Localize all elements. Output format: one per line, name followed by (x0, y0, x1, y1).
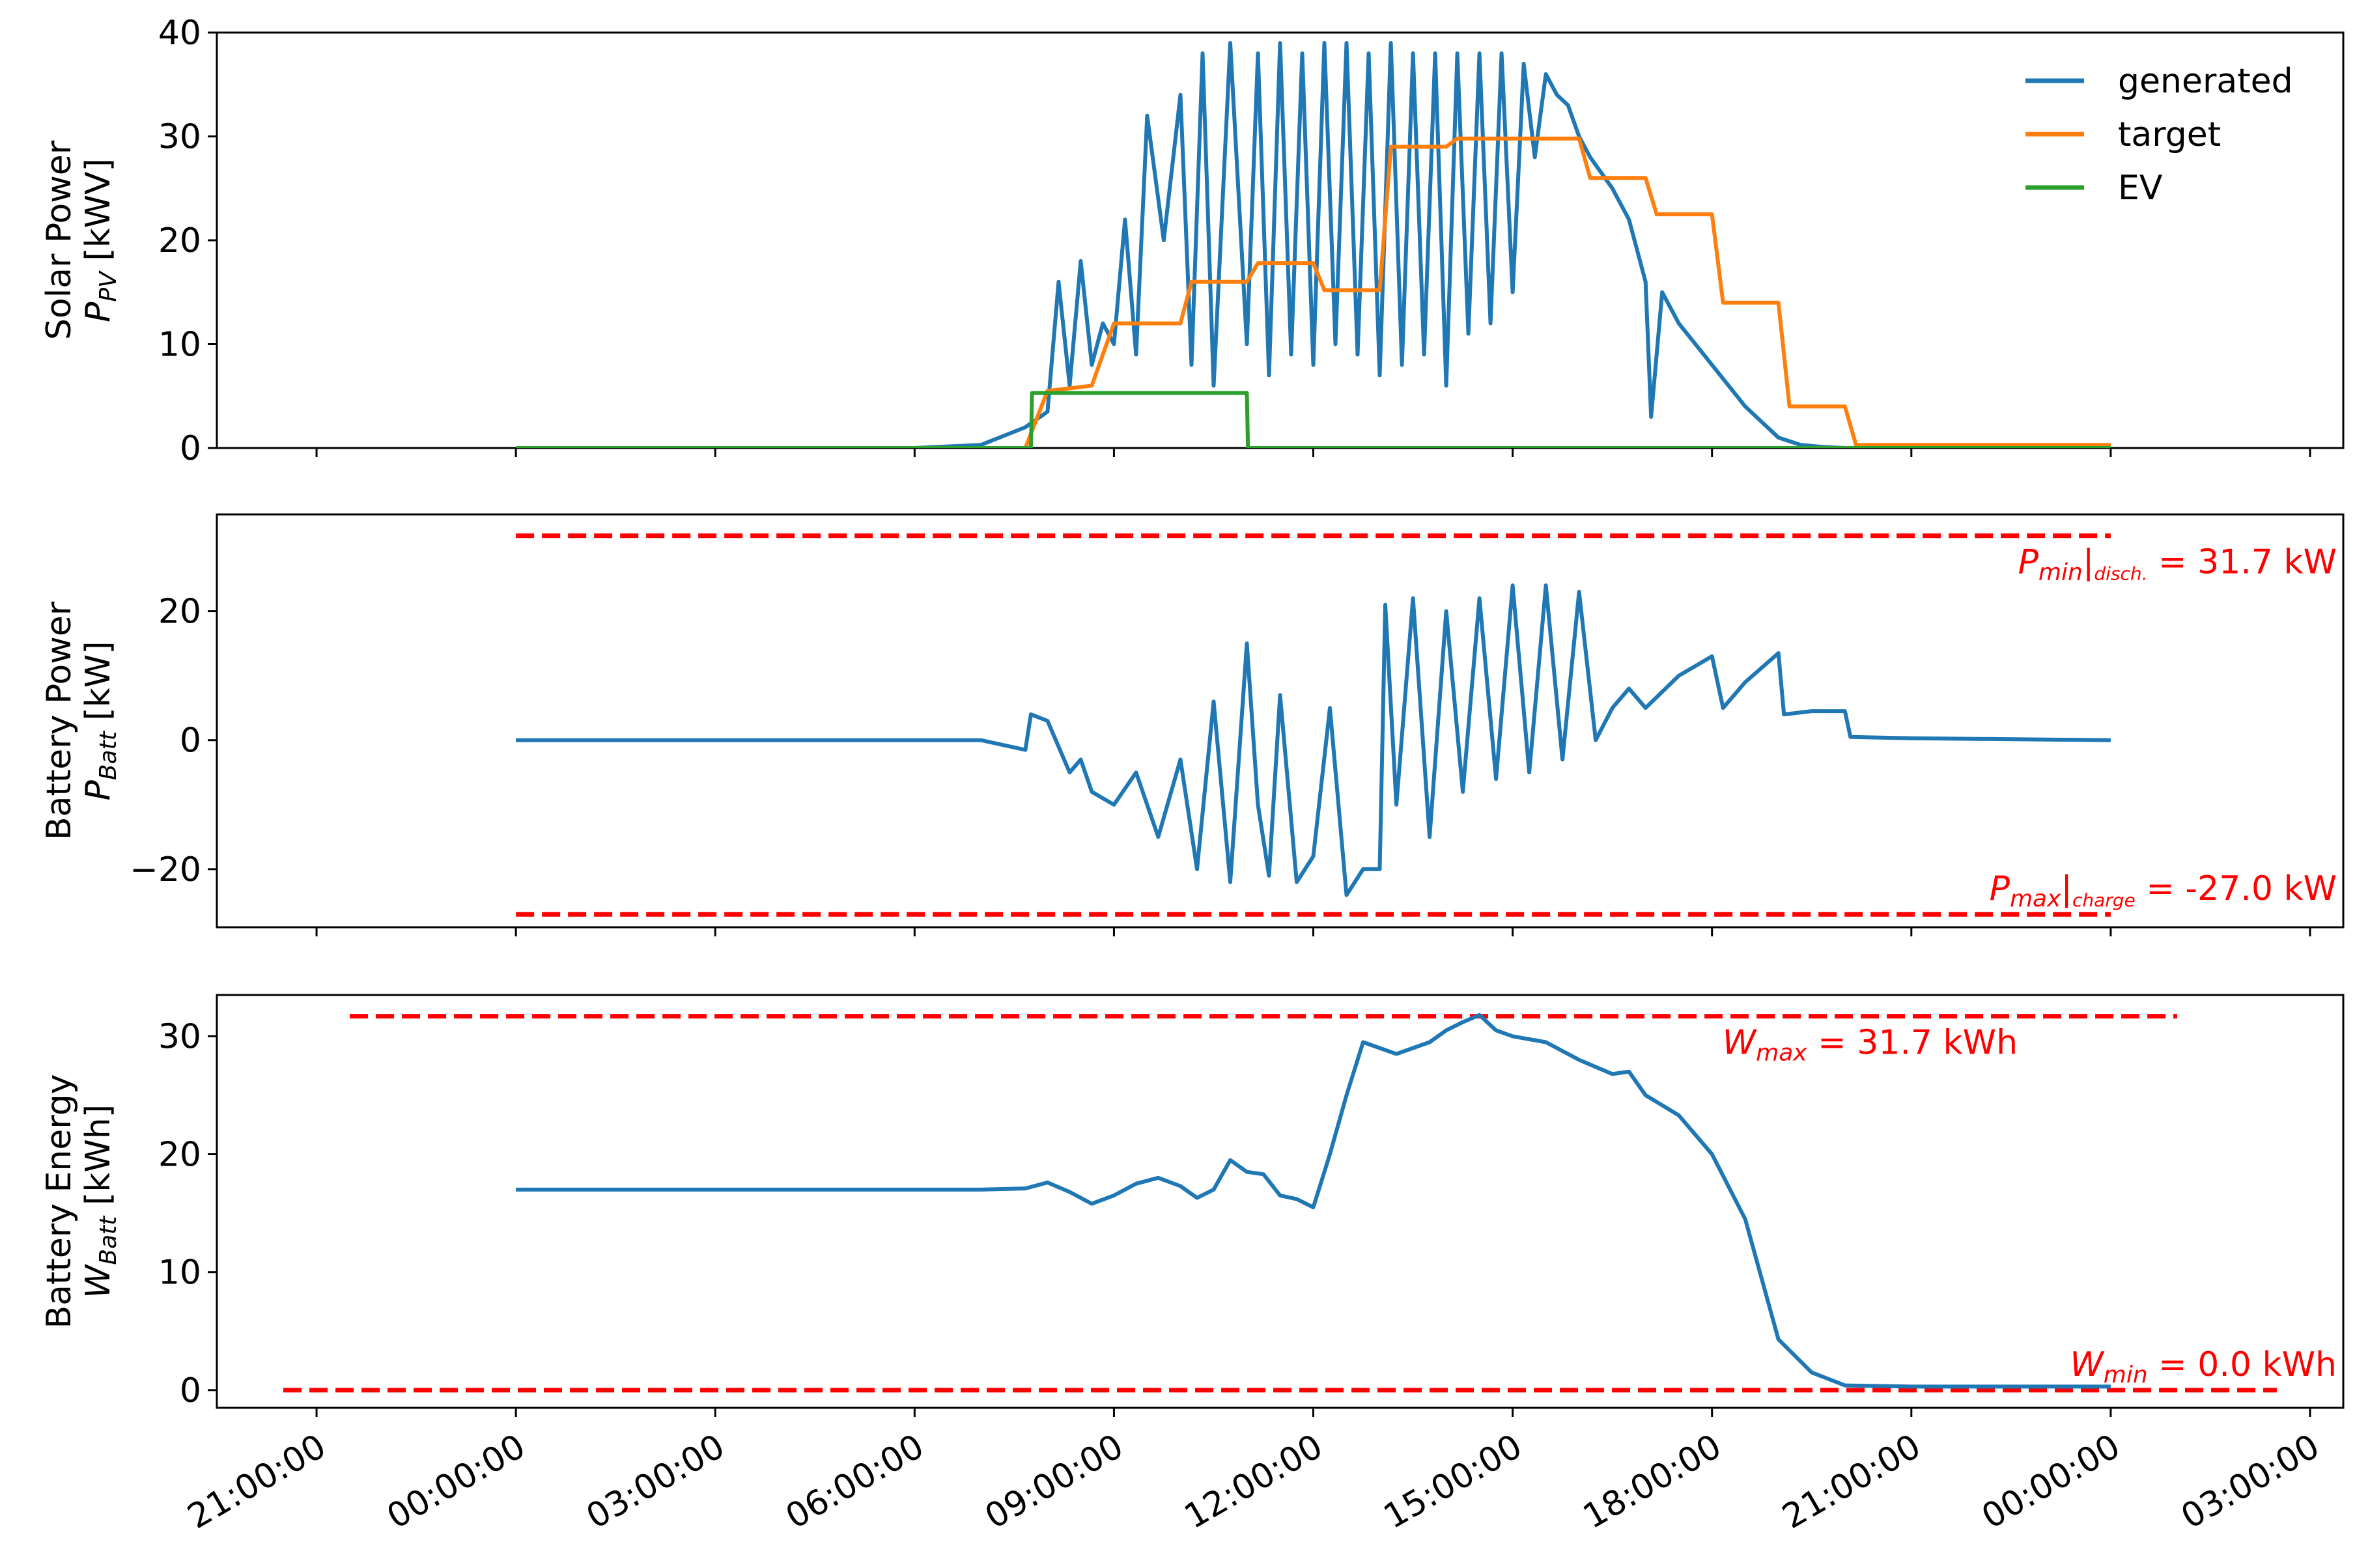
y-tick-label: 0 (180, 1371, 201, 1410)
x-tick-label: 03:00:00 (580, 1427, 731, 1537)
limit-annotation: Wmin = 0.0 kWh (2070, 1345, 2337, 1388)
x-tick-label: 18:00:00 (1577, 1427, 1728, 1537)
series-line-battery-power (516, 583, 2111, 897)
battery-power-panel: −20 0 20 Battery Power PBatt [kW] Pmin|disch.… (40, 513, 2345, 936)
legend-label-generated: generated (2118, 62, 2293, 101)
y-tick-label: 10 (158, 1253, 201, 1293)
y-tick-label: 30 (158, 118, 201, 157)
y-tick-label: 20 (158, 1136, 201, 1175)
y-tick-label: 20 (158, 593, 201, 632)
legend: generated target EV (2025, 62, 2293, 208)
x-tick-label: 03:00:00 (2175, 1427, 2326, 1537)
series-line-generated (516, 41, 2111, 448)
y-tick-label: 30 (158, 1017, 201, 1056)
x-tick-label: 00:00:00 (380, 1427, 531, 1537)
series-line-target (1023, 136, 2111, 448)
legend-label-target: target (2118, 115, 2221, 154)
y-tick-label: 40 (158, 14, 201, 53)
series-line-battery-energy (516, 1013, 2111, 1389)
y-axis-title: Solar Power (40, 140, 79, 340)
x-tick-label: 21:00:00 (181, 1427, 332, 1537)
y-axis-symbol: WBatt [kWh] (79, 1104, 122, 1298)
y-axis-symbol: PBatt [kW] (79, 641, 122, 801)
x-tick-label: 00:00:00 (1975, 1427, 2126, 1537)
limit-annotation: Wmax = 31.7 kWh (1723, 1024, 2018, 1067)
x-tick-label: 06:00:00 (780, 1427, 931, 1537)
x-tick-label: 15:00:00 (1377, 1427, 1529, 1537)
battery-energy-panel: 0 10 20 30 Battery Energy WBatt [kWh] Wmax = 3… (40, 994, 2345, 1417)
y-axis-title: Battery Energy (40, 1074, 79, 1328)
limit-annotation: Pmin|disch. = 31.7 kW (2018, 543, 2337, 586)
plot-frame (216, 994, 2345, 1409)
limit-annotation: Pmax|charge = -27.0 kW (1990, 869, 2337, 912)
x-tick-label: 21:00:00 (1776, 1427, 1927, 1537)
x-tick-label: 12:00:00 (1178, 1427, 1329, 1537)
legend-label-ev: EV (2118, 169, 2163, 208)
shared-x-axis: 21:00:00 00:00:00 03:00:00 06:00:00 09:00:00… (181, 1427, 2326, 1537)
y-tick-label: 20 (158, 221, 201, 260)
x-tick-label: 09:00:00 (979, 1427, 1130, 1537)
y-tick-label: 0 (180, 721, 201, 761)
y-tick-label: 10 (158, 326, 201, 365)
y-axis-title: Battery Power (40, 601, 79, 840)
y-axis-symbol: PPV [kWV] (79, 158, 122, 322)
y-tick-label: −20 (130, 850, 201, 889)
y-tick-label: 0 (180, 429, 201, 468)
series-line-ev (516, 391, 2111, 448)
solar-power-panel: 0 10 20 30 40 Solar Power PPV [kWV] generated ta… (40, 14, 2345, 468)
plot-frame (216, 513, 2345, 929)
